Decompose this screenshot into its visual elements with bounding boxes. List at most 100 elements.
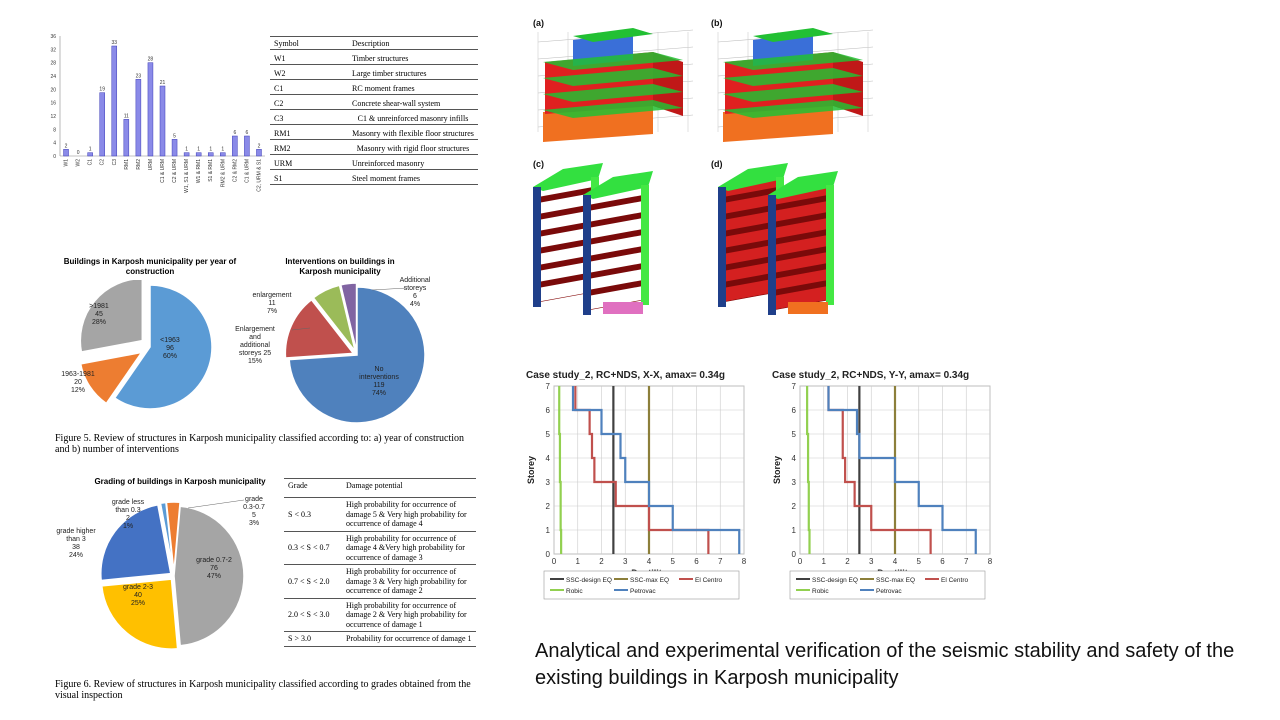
bar-value-label: 1	[221, 147, 224, 153]
floor-band	[538, 221, 593, 237]
legend-label: SSC-max EQ	[876, 577, 915, 584]
floor-band	[723, 204, 778, 220]
category-label: C3	[112, 159, 118, 166]
floor-slab	[543, 84, 683, 102]
bar-value-label: 6	[233, 130, 236, 136]
legend-label: Robic	[812, 588, 829, 595]
slide-title: Analytical and experimental verification…	[535, 640, 1235, 689]
bar	[195, 152, 202, 157]
pie-slice	[339, 282, 358, 352]
description-cell: C1 & unreinforced masonry infills	[348, 109, 478, 125]
pie-label: 1963-1981	[61, 371, 95, 378]
pie-label: 7%	[267, 308, 277, 315]
x-tick-label: 3	[623, 557, 628, 566]
floor-band	[538, 255, 593, 271]
legend-box	[543, 570, 740, 600]
pie-label: 15%	[248, 358, 262, 365]
floor-band	[588, 212, 643, 228]
pie-label: Enlargement	[235, 326, 275, 333]
y-axis-label: Storey	[526, 456, 536, 484]
floor-band	[723, 187, 778, 203]
grade-row: S > 3.0 Probability for occurrence of dam…	[284, 631, 476, 647]
x-tick-label: 0	[552, 557, 557, 566]
column	[641, 185, 649, 305]
pie-label: 11	[268, 300, 275, 307]
pie-label: 74%	[372, 390, 386, 397]
y-tick-label: 5	[546, 430, 551, 439]
pie-slice	[113, 284, 213, 410]
floor-band	[588, 263, 643, 279]
bar-value-label: 28	[148, 57, 154, 63]
series-line	[827, 386, 977, 554]
pie-label: 96	[166, 345, 174, 352]
column	[768, 195, 776, 315]
y-tick-label: 12	[50, 114, 56, 120]
x-tick-label: 3	[869, 557, 874, 566]
symbol-cell: W1	[270, 49, 348, 65]
category-label: URM	[148, 159, 154, 170]
x-tick-label: 4	[647, 557, 652, 566]
floor-slab	[723, 84, 863, 102]
category-label: S1 & RM1	[208, 159, 214, 182]
y-tick-label: 3	[792, 478, 797, 487]
panel-label: (a)	[533, 18, 544, 28]
category-label: RM1	[124, 159, 130, 170]
pie-slice	[165, 501, 181, 573]
building-wall	[833, 52, 863, 116]
grade-cell: 0.7 < S < 2.0	[284, 564, 342, 599]
y-tick-label: 4	[792, 454, 797, 463]
leader-line	[371, 287, 408, 291]
bar-value-label: 1	[209, 147, 212, 153]
floor-band	[588, 229, 643, 245]
x-tick-label: 6	[940, 557, 945, 566]
y-tick-label: 4	[546, 454, 551, 463]
roof	[583, 171, 653, 199]
bar	[207, 152, 214, 157]
category-label: W1 & RM1	[196, 159, 202, 183]
symbol-cell: URM	[270, 154, 348, 170]
bar	[99, 92, 105, 157]
symbol-row: RM1 Masonry with flexible floor structure…	[270, 124, 478, 140]
pie-label: 25%	[131, 600, 145, 607]
grade-row: S < 0.3 High probability for occurrence o…	[284, 497, 476, 532]
description-cell: Masonry with rigid floor structures	[348, 139, 478, 155]
symbol-cell: S1	[270, 169, 348, 185]
series-line	[806, 386, 811, 554]
column	[718, 187, 726, 307]
x-tick-label: 2	[599, 557, 604, 566]
pie-label: than 0.3	[115, 507, 140, 514]
floor-slab	[723, 100, 863, 118]
pie-slice	[288, 286, 426, 424]
panel-label: (b)	[711, 18, 723, 28]
column	[533, 187, 541, 307]
bar-value-label: 21	[160, 80, 166, 86]
bar	[244, 135, 250, 157]
category-label: W1	[64, 159, 70, 167]
symbol-cell: RM2	[270, 139, 348, 155]
bar-value-label: 19	[99, 87, 105, 93]
bar	[123, 119, 130, 157]
floor-band	[538, 238, 593, 254]
legend-label: Petrovac	[630, 588, 656, 595]
symbol-row: C1 RC moment frames	[270, 79, 478, 95]
x-tick-label: 4	[893, 557, 898, 566]
y-tick-label: 20	[50, 87, 56, 93]
x-tick-label: 7	[718, 557, 723, 566]
damage-cell: High probability for occurrence of damag…	[342, 598, 476, 632]
roof	[768, 171, 838, 199]
description-cell: Masonry with flexible floor structures	[348, 124, 478, 140]
pie-slice	[312, 284, 356, 352]
pie-label: than 3	[66, 536, 86, 543]
floor-band	[773, 246, 828, 262]
grade-row: 0.7 < S < 2.0 High probability for occurr…	[284, 564, 476, 599]
symbol-row: C2 Concrete shear-wall system	[270, 94, 478, 110]
structure-bar-chart: 048121620242832362W10W21C119C233C311RM12…	[50, 34, 265, 193]
figure6-caption: Figure 6. Review of structures in Karpos…	[55, 679, 471, 701]
floor-band	[723, 238, 778, 254]
y-tick-label: 6	[546, 406, 551, 415]
roof	[533, 163, 603, 191]
x-tick-label: 5	[671, 557, 676, 566]
y-tick-label: 5	[792, 430, 797, 439]
symbol-row: W1 Timber structures	[270, 49, 478, 65]
pie-label: >1981	[89, 303, 109, 310]
